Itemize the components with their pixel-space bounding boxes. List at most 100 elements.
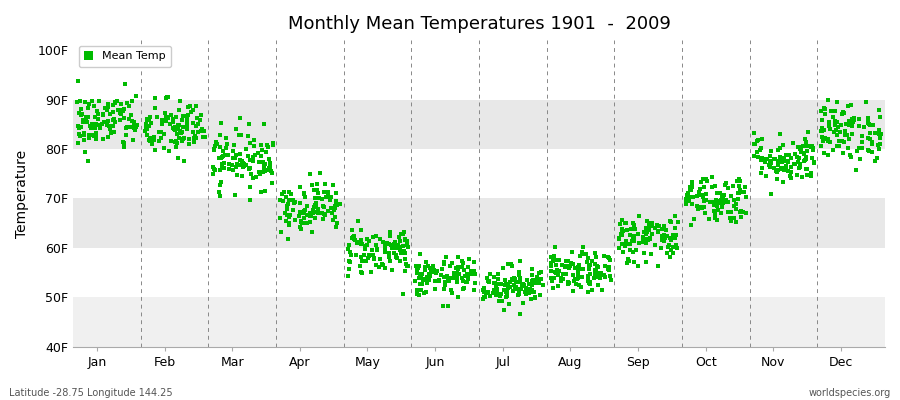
Point — [614, 230, 628, 237]
Point — [806, 147, 820, 153]
Point — [265, 170, 279, 176]
Point — [697, 197, 711, 203]
Point — [644, 220, 658, 226]
Point — [197, 133, 211, 140]
Point — [387, 250, 401, 256]
Point — [696, 176, 710, 182]
Point — [849, 167, 863, 174]
Point — [254, 189, 268, 195]
Point — [355, 254, 369, 260]
Point — [71, 130, 86, 137]
Point — [95, 110, 110, 117]
Point — [112, 108, 127, 115]
Point — [359, 258, 374, 264]
Point — [719, 196, 733, 203]
Point — [366, 255, 381, 261]
Point — [72, 109, 86, 116]
Point — [773, 155, 788, 162]
Point — [700, 178, 715, 184]
Point — [821, 138, 835, 144]
Point — [733, 186, 747, 193]
Point — [341, 272, 356, 279]
Point — [598, 263, 612, 270]
Point — [651, 263, 665, 269]
Point — [76, 119, 90, 125]
Point — [191, 121, 205, 127]
Point — [84, 125, 98, 132]
Point — [446, 275, 460, 281]
Point — [119, 132, 133, 138]
Point — [110, 98, 124, 104]
Point — [175, 137, 189, 144]
Point — [777, 155, 791, 161]
Point — [160, 94, 175, 100]
Point — [122, 103, 136, 109]
Point — [794, 146, 808, 152]
Point — [298, 220, 312, 226]
Point — [226, 154, 240, 161]
Point — [242, 157, 256, 163]
Point — [141, 137, 156, 144]
Point — [194, 128, 209, 135]
Point — [770, 147, 785, 154]
Point — [642, 227, 656, 233]
Point — [873, 135, 887, 142]
Point — [715, 194, 729, 201]
Point — [758, 158, 772, 165]
Point — [150, 114, 165, 121]
Point — [421, 263, 436, 269]
Point — [682, 186, 697, 192]
Point — [640, 236, 654, 242]
Point — [491, 276, 505, 282]
Point — [619, 240, 634, 246]
Point — [343, 249, 357, 255]
Point — [726, 203, 741, 209]
Point — [503, 279, 517, 286]
Point — [188, 133, 202, 139]
Point — [696, 194, 710, 200]
Point — [490, 290, 504, 296]
Point — [396, 243, 410, 250]
Point — [824, 107, 838, 114]
Point — [298, 194, 312, 200]
Point — [552, 267, 566, 274]
Point — [318, 212, 332, 218]
Point — [817, 150, 832, 156]
Point — [668, 225, 682, 232]
Point — [723, 215, 737, 221]
Point — [246, 154, 260, 160]
Point — [505, 277, 519, 283]
Point — [519, 285, 534, 291]
Point — [355, 240, 369, 247]
Point — [853, 156, 868, 162]
Point — [526, 282, 540, 288]
Point — [681, 190, 696, 196]
Point — [382, 228, 397, 235]
Point — [301, 212, 315, 218]
Point — [182, 136, 196, 143]
Point — [763, 164, 778, 170]
Point — [476, 294, 491, 300]
Point — [499, 294, 513, 300]
Point — [666, 250, 680, 256]
Point — [247, 143, 261, 150]
Point — [216, 164, 230, 171]
Point — [709, 198, 724, 204]
Point — [552, 282, 566, 289]
Point — [709, 217, 724, 223]
Point — [89, 135, 104, 142]
Point — [382, 258, 397, 264]
Point — [329, 201, 344, 208]
Point — [845, 131, 859, 138]
Point — [389, 252, 403, 258]
Point — [781, 168, 796, 174]
Point — [76, 132, 91, 138]
Point — [74, 123, 88, 130]
Point — [416, 276, 430, 283]
Point — [683, 187, 698, 193]
Point — [548, 257, 562, 264]
Point — [797, 142, 812, 149]
Point — [731, 190, 745, 196]
Point — [98, 105, 112, 111]
Point — [116, 106, 130, 112]
